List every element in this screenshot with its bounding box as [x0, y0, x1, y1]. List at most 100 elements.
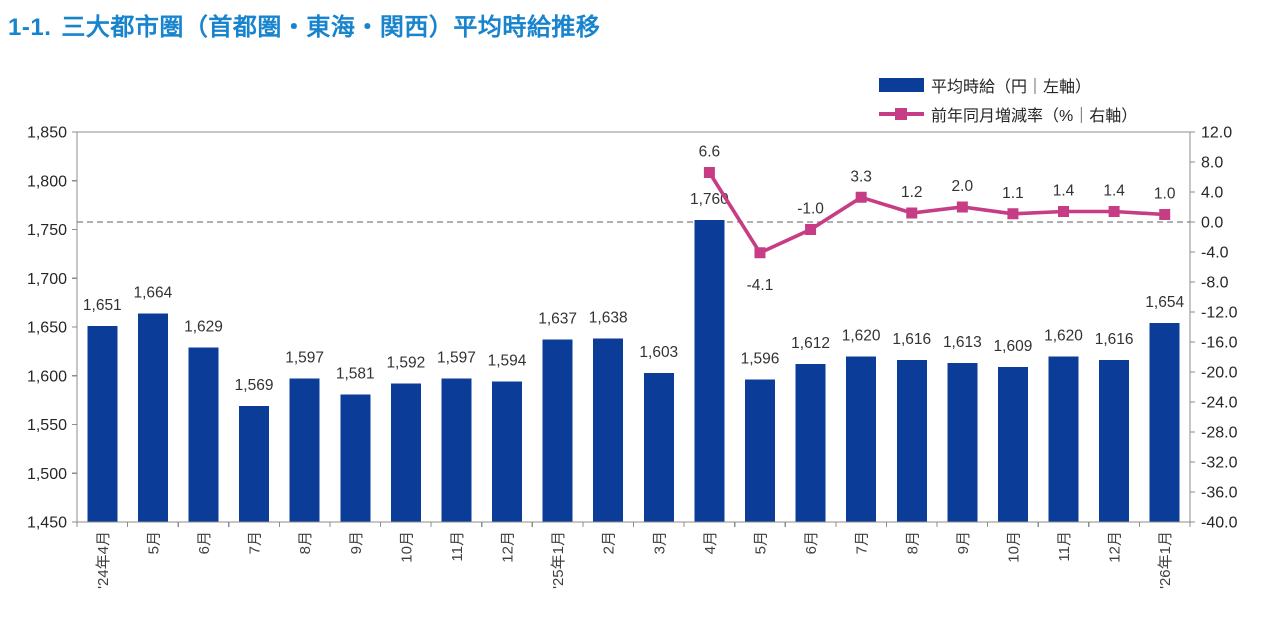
trend-marker: [855, 191, 867, 203]
right-axis-label: 4.0: [1201, 185, 1223, 202]
trend-marker: [805, 224, 817, 235]
trend-value-label: 1.4: [1053, 183, 1075, 200]
bar-6月: [188, 347, 219, 522]
bar-5月: [137, 313, 168, 522]
x-axis-label: 11月: [1056, 531, 1073, 562]
x-axis-label: 7月: [854, 531, 871, 554]
right-axis-label: -16.0: [1201, 335, 1238, 352]
chart-legend: 平均時給（円｜左軸） 前年同月増減率（%｜右軸）: [879, 70, 1137, 128]
bar-value-label: 1,569: [235, 377, 274, 394]
bar-value-label: 1,597: [285, 350, 324, 367]
page-title: 1-1. 三大都市圏（首都圏・東海・関西）平均時給推移: [8, 7, 600, 42]
left-axis-label: 1,650: [27, 320, 67, 337]
left-axis-label: 1,500: [27, 466, 67, 483]
bar-value-label: 1,620: [842, 327, 881, 344]
trend-marker: [1159, 209, 1171, 220]
trend-value-label: 3.3: [850, 168, 872, 185]
legend-item-yoy-rate: 前年同月増減率（%｜右軸）: [879, 99, 1137, 128]
trend-marker: [703, 167, 715, 178]
right-axis-label: -12.0: [1201, 305, 1238, 322]
trend-value-label: -1.0: [797, 201, 824, 218]
x-axis-label: '24年4月: [95, 531, 112, 589]
x-axis-label: '26年1月: [1157, 531, 1174, 589]
bar-9月: [340, 394, 371, 522]
left-axis-label: 1,750: [27, 222, 67, 239]
trend-value-label: 1.0: [1154, 186, 1176, 203]
right-axis-label: 8.0: [1201, 155, 1223, 172]
trend-value-label: 6.6: [699, 144, 721, 161]
bar-7月: [239, 405, 270, 522]
trend-value-label: 1.1: [1002, 185, 1024, 202]
right-axis-label: -24.0: [1201, 395, 1238, 412]
trend-marker: [1058, 206, 1070, 217]
x-axis-label: 5月: [145, 531, 162, 554]
legend-item-average-wage: 平均時給（円｜左軸）: [879, 70, 1137, 99]
x-axis-label: 8月: [904, 531, 921, 554]
title-text: 三大都市圏（首都圏・東海・関西）平均時給推移: [61, 14, 601, 41]
left-axis-label: 1,450: [27, 515, 67, 532]
right-axis-label: -4.0: [1201, 245, 1229, 262]
bar-value-label: 1,651: [83, 297, 122, 314]
left-axis-label: 1,600: [27, 368, 67, 385]
trend-value-label: -4.1: [747, 277, 774, 294]
bar-value-label: 1,664: [133, 284, 172, 301]
bar-8月: [896, 360, 927, 522]
bar-value-label: 1,616: [892, 331, 931, 348]
right-axis-label: -28.0: [1201, 425, 1238, 442]
bar-11月: [441, 378, 472, 522]
trend-value-label: 2.0: [952, 178, 974, 195]
bar-value-label: 1,760: [690, 191, 729, 208]
bar-12月: [492, 381, 523, 522]
right-axis-label: -32.0: [1201, 455, 1238, 472]
bar-'25年1月: [542, 339, 573, 522]
bar-7月: [846, 356, 877, 522]
bar-value-label: 1,620: [1044, 327, 1083, 344]
bar-value-label: 1,594: [488, 353, 527, 370]
bar-value-label: 1,654: [1145, 294, 1184, 311]
x-axis-label: 10月: [398, 531, 415, 563]
right-axis-label: 12.0: [1201, 125, 1232, 142]
bar-'24年4月: [87, 326, 118, 522]
bar-12月: [1099, 360, 1130, 522]
legend-line-label: 前年同月増減率（%｜右軸）: [931, 107, 1138, 125]
trend-marker: [956, 201, 968, 213]
bar-2月: [593, 338, 624, 522]
x-axis-label: '25年1月: [550, 531, 567, 589]
trend-value-label: 1.4: [1103, 183, 1125, 200]
trend-marker: [906, 207, 918, 219]
bar-value-label: 1,597: [437, 350, 476, 367]
bar-6月: [795, 364, 826, 522]
left-axis-label: 1,800: [27, 173, 67, 190]
bar-value-label: 1,613: [943, 334, 982, 351]
bar-value-label: 1,609: [994, 338, 1033, 355]
bar-value-label: 1,638: [589, 310, 628, 327]
x-axis-label: 8月: [297, 531, 314, 554]
bar-10月: [390, 383, 421, 522]
bar-10月: [997, 366, 1028, 522]
right-axis-label: 0.0: [1201, 215, 1223, 232]
bar-value-label: 1,603: [639, 344, 678, 361]
bar-4月: [694, 219, 725, 522]
x-axis-label: 12月: [500, 531, 517, 563]
bar-value-label: 1,581: [336, 365, 375, 382]
x-axis-label: 11月: [449, 531, 466, 562]
bar-value-label: 1,592: [386, 355, 425, 372]
legend-bar-label: 平均時給（円｜左軸）: [931, 78, 1092, 96]
x-axis-label: 7月: [247, 531, 264, 554]
x-axis-label: 9月: [348, 531, 365, 554]
bar-value-label: 1,616: [1095, 331, 1134, 348]
bar-value-label: 1,637: [538, 311, 577, 328]
line-series-swatch-icon: [879, 107, 924, 121]
x-axis-label: 12月: [1107, 531, 1124, 563]
x-axis-label: 6月: [803, 531, 820, 554]
trend-marker: [754, 247, 766, 259]
trend-marker: [1007, 208, 1019, 220]
bar-value-label: 1,596: [741, 351, 780, 368]
x-axis-label: 2月: [601, 531, 618, 554]
bar-9月: [947, 363, 978, 522]
right-axis-label: -20.0: [1201, 365, 1238, 382]
x-axis-label: 3月: [651, 531, 668, 554]
trend-line: [707, 171, 1165, 256]
